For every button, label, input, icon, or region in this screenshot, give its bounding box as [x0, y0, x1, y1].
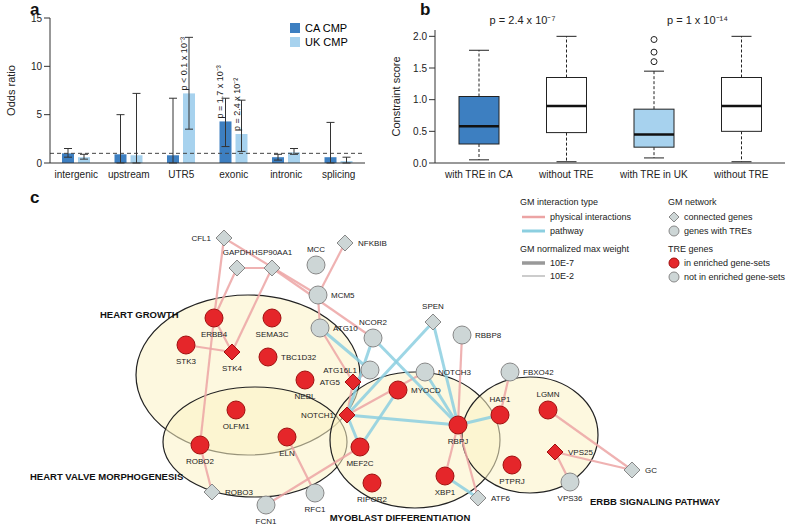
svg-text:VPS36: VPS36 [558, 494, 583, 503]
svg-text:MYOBLAST DIFFERENTIATION: MYOBLAST DIFFERENTIATION [330, 512, 471, 523]
svg-text:physical interactions: physical interactions [550, 212, 632, 222]
svg-text:HAP1: HAP1 [490, 395, 511, 404]
svg-text:NCOR2: NCOR2 [359, 318, 388, 327]
svg-text:MEF2C: MEF2C [346, 459, 373, 468]
svg-text:XBP1: XBP1 [435, 488, 456, 497]
svg-text:p < 0.1 x 10⁻³: p < 0.1 x 10⁻³ [179, 37, 189, 90]
svg-text:2.0: 2.0 [413, 31, 427, 42]
svg-text:GAPDH: GAPDH [223, 248, 252, 257]
svg-text:pathway: pathway [550, 226, 584, 236]
svg-text:5: 5 [36, 109, 42, 120]
svg-text:GM network: GM network [668, 197, 717, 207]
html-text:CA CMP: CA CMP [305, 22, 348, 34]
svg-text:not in enriched gene-sets: not in enriched gene-sets [684, 272, 786, 282]
svg-text:ATF6: ATF6 [491, 494, 511, 503]
svg-text:PTPRJ: PTPRJ [499, 477, 524, 486]
svg-text:SPEN: SPEN [422, 302, 444, 311]
svg-text:VPS25: VPS25 [568, 448, 593, 457]
html-text:c: c [30, 188, 40, 207]
svg-text:0: 0 [36, 158, 42, 169]
svg-text:Odds ratio: Odds ratio [8, 65, 17, 116]
svg-text:MCC: MCC [307, 245, 325, 254]
svg-text:NOTCH3: NOTCH3 [438, 368, 471, 377]
svg-text:ERBB SIGNALING PATHWAY: ERBB SIGNALING PATHWAY [590, 496, 721, 507]
html-text:p = 2.4 x 10⁻⁷: p = 2.4 x 10⁻⁷ [489, 14, 556, 26]
svg-text:10E-2: 10E-2 [550, 271, 574, 281]
html-text:a: a [30, 0, 40, 19]
svg-text:UTR5: UTR5 [168, 169, 195, 180]
svg-text:Constraint score: Constraint score [390, 56, 402, 136]
svg-text:GM interaction type: GM interaction type [520, 197, 598, 207]
svg-text:NEBL: NEBL [295, 392, 316, 401]
svg-text:ROBO3: ROBO3 [225, 488, 254, 497]
html-text:b: b [420, 0, 431, 19]
svg-text:upstream: upstream [108, 169, 150, 180]
svg-text:intergenic: intergenic [55, 169, 98, 180]
svg-text:0.0: 0.0 [413, 158, 427, 169]
svg-text:LGMN: LGMN [536, 390, 559, 399]
html-text:UK CMP: UK CMP [305, 36, 348, 48]
svg-text:NOTCH1: NOTCH1 [301, 411, 334, 420]
svg-text:in enriched gene-sets: in enriched gene-sets [684, 258, 771, 268]
svg-text:STK4: STK4 [222, 364, 243, 373]
svg-text:MYOCD: MYOCD [411, 386, 441, 395]
svg-text:10E-7: 10E-7 [550, 258, 574, 268]
svg-text:HSP90AA1: HSP90AA1 [252, 248, 293, 257]
svg-text:NFKBIB: NFKBIB [358, 239, 387, 248]
svg-text:RFC1: RFC1 [305, 505, 326, 514]
svg-text:CFL1: CFL1 [191, 234, 211, 243]
svg-text:p = 2.4 x 10⁻²: p = 2.4 x 10⁻² [232, 78, 242, 131]
svg-text:GM normalized max weight: GM normalized max weight [520, 244, 630, 254]
svg-text:ERBB4: ERBB4 [201, 330, 228, 339]
svg-text:with TRE in UK: with TRE in UK [619, 169, 688, 180]
svg-text:TRE genes: TRE genes [668, 244, 714, 254]
svg-text:1.5: 1.5 [413, 63, 427, 74]
svg-text:10: 10 [31, 61, 43, 72]
svg-text:RBBP8: RBBP8 [475, 331, 502, 340]
svg-text:without TRE: without TRE [538, 169, 594, 180]
svg-text:connected genes: connected genes [684, 212, 753, 222]
svg-text:FCN1: FCN1 [256, 517, 277, 526]
svg-text:ELN: ELN [279, 449, 295, 458]
svg-text:genes with TREs: genes with TREs [684, 226, 752, 236]
svg-text:p = 1.7 x 10⁻³: p = 1.7 x 10⁻³ [216, 65, 226, 118]
svg-text:HEART GROWTH: HEART GROWTH [100, 309, 179, 320]
svg-text:intronic: intronic [270, 169, 302, 180]
svg-text:1.0: 1.0 [413, 94, 427, 105]
svg-text:FBXO42: FBXO42 [523, 368, 554, 377]
svg-text:TBC1D32: TBC1D32 [281, 353, 317, 362]
svg-text:ATG5: ATG5 [320, 378, 341, 387]
html-text:p = 1 x 10⁻¹⁴: p = 1 x 10⁻¹⁴ [667, 14, 728, 26]
svg-text:splicing: splicing [322, 169, 355, 180]
svg-text:ATG16L1: ATG16L1 [323, 366, 357, 375]
svg-text:OLFM1: OLFM1 [223, 422, 250, 431]
svg-text:RIPOR2: RIPOR2 [357, 495, 387, 504]
svg-text:SEMA3C: SEMA3C [256, 330, 289, 339]
svg-text:exonic: exonic [219, 169, 248, 180]
svg-text:GC: GC [645, 466, 657, 475]
svg-text:ATG10: ATG10 [333, 324, 358, 333]
svg-text:HEART VALVE MORPHOGENESIS: HEART VALVE MORPHOGENESIS [30, 471, 183, 482]
svg-text:0.5: 0.5 [413, 126, 427, 137]
svg-text:with TRE in CA: with TRE in CA [444, 169, 513, 180]
svg-text:RBPJ: RBPJ [448, 437, 468, 446]
svg-text:ROBO2: ROBO2 [186, 457, 215, 466]
svg-text:MCM5: MCM5 [331, 291, 355, 300]
svg-text:without TRE: without TRE [713, 169, 769, 180]
svg-text:STK3: STK3 [176, 357, 197, 366]
